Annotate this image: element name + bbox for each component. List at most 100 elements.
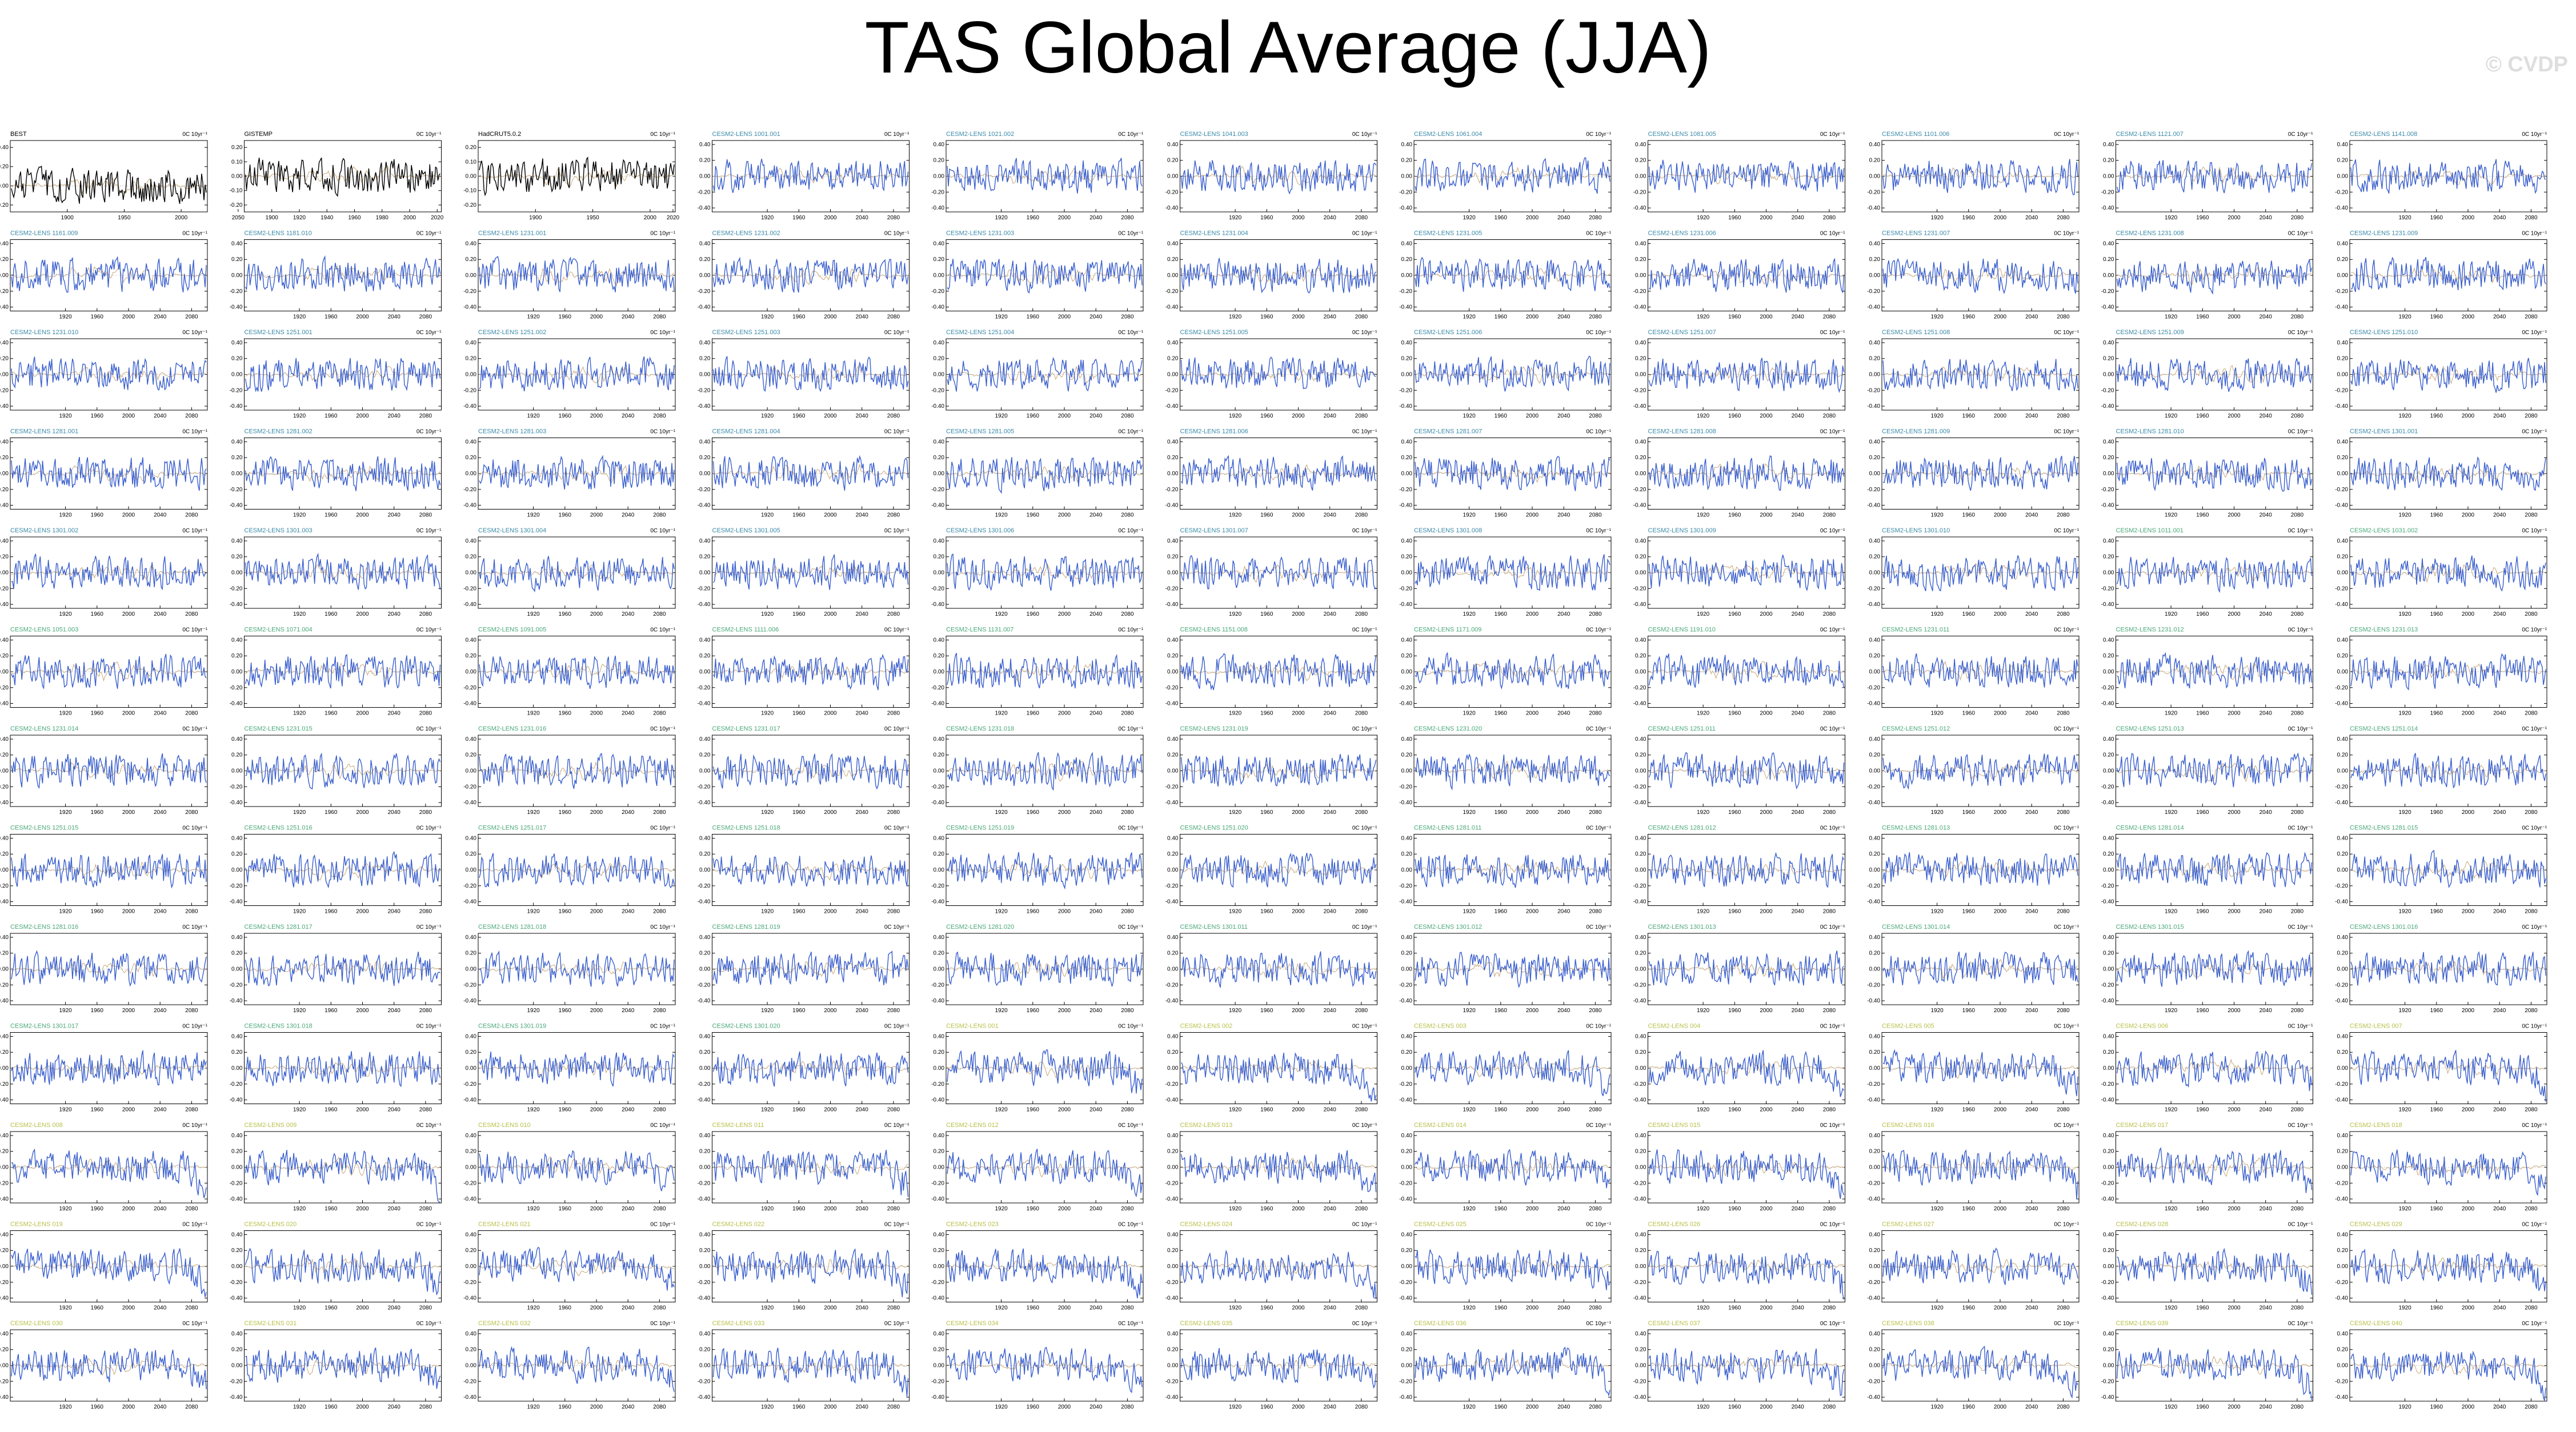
y-tick-label: -0.40	[1867, 403, 1880, 410]
x-tick-label: 1960	[1495, 909, 1508, 915]
y-tick-label: 0.00	[2103, 471, 2114, 477]
x-tick-label: 1960	[1962, 611, 1976, 617]
x-tick-label: 2040	[1089, 512, 1103, 519]
y-tick-label: 0.00	[466, 867, 477, 873]
ensemble-mean-line	[947, 266, 1143, 283]
y-tick-label: 0.20	[1401, 653, 1413, 659]
x-tick-label: 1960	[1962, 512, 1976, 519]
y-tick-label: 0.40	[934, 835, 945, 841]
panel-title: CESM2-LENS 1251.015	[10, 825, 78, 832]
chart-panel: CESM2-LENS 037 0C 10yr⁻¹0.400.200.00-0.20…	[1633, 1320, 1845, 1410]
y-tick-label: 0.20	[1401, 455, 1413, 461]
y-tick-label: -0.40	[463, 1394, 476, 1401]
x-tick-label: 2000	[2228, 413, 2241, 419]
x-tick-label: 2020	[431, 215, 444, 221]
y-tick-label: 0.00	[2337, 768, 2349, 775]
units-label: 0C 10yr⁻¹	[1118, 330, 1143, 336]
x-tick-label: 1920	[293, 1107, 306, 1113]
units-label: 0C 10yr⁻¹	[2522, 627, 2547, 633]
y-tick-label: -0.40	[1633, 1097, 1646, 1104]
x-tick-label: 2040	[1324, 512, 1337, 519]
x-tick-label: 2080	[419, 809, 432, 816]
y-tick-label: 0.20	[2103, 1049, 2114, 1056]
y-tick-label: 0.00	[231, 372, 243, 378]
chart-panel: CESM2-LENS 014 0C 10yr⁻¹0.400.200.00-0.20…	[1399, 1122, 1611, 1212]
x-tick-label: 2080	[1589, 711, 1602, 717]
x-tick-label: 2000	[2228, 314, 2241, 320]
y-tick-label: -0.20	[463, 685, 476, 691]
units-label: 0C 10yr⁻¹	[1118, 1122, 1143, 1129]
y-tick-label: 0.40	[1167, 736, 1179, 743]
y-tick-label: -0.20	[1165, 585, 1179, 592]
x-tick-label: 2040	[2493, 314, 2506, 320]
x-tick-label: 2080	[653, 909, 666, 915]
chart-panel: CESM2-LENS 017 0C 10yr⁻¹0.400.200.00-0.20…	[2101, 1122, 2313, 1212]
x-tick-label: 1960	[324, 1206, 338, 1212]
y-tick-label: 0.20	[2337, 1049, 2349, 1056]
panel-title: CESM2-LENS 015	[1648, 1122, 1701, 1129]
x-tick-label: 1960	[1728, 909, 1741, 915]
y-tick-label: 0.00	[699, 1363, 711, 1369]
y-tick-label: -0.40	[1633, 1196, 1646, 1202]
y-tick-label: -0.20	[230, 585, 243, 592]
y-tick-label: -0.20	[1165, 1279, 1179, 1286]
panel-title: CESM2-LENS 1111.006	[712, 627, 779, 633]
y-tick-label: 0.40	[1401, 1331, 1413, 1337]
units-label: 0C 10yr⁻¹	[884, 825, 910, 832]
x-tick-label: 1920	[527, 1206, 540, 1212]
chart-panel: CESM2-LENS 1251.009 0C 10yr⁻¹0.400.200.00…	[2101, 329, 2313, 419]
units-label: 0C 10yr⁻¹	[1820, 330, 1845, 336]
y-tick-label: -0.40	[1165, 1394, 1179, 1401]
y-tick-label: 0.20	[2337, 455, 2349, 461]
series-line	[245, 951, 440, 986]
y-tick-label: -0.20	[1633, 1378, 1646, 1385]
y-tick-label: 0.00	[699, 272, 711, 279]
y-tick-label: 0.20	[1869, 950, 1881, 957]
y-tick-label: -0.20	[2335, 487, 2348, 493]
y-tick-label: -0.40	[1867, 800, 1880, 806]
y-tick-label: -0.40	[463, 701, 476, 707]
x-tick-label: 2000	[1760, 611, 1773, 617]
series-line	[2116, 160, 2313, 194]
x-tick-label: 2040	[1324, 413, 1337, 419]
x-tick-label: 1960	[324, 1404, 338, 1410]
x-tick-label: 1960	[91, 809, 104, 816]
x-tick-label: 2000	[2228, 512, 2241, 519]
x-tick-label: 2040	[154, 1404, 167, 1410]
x-tick-label: 1960	[1027, 314, 1040, 320]
x-tick-label: 2080	[1589, 1404, 1602, 1410]
y-tick-label: 0.00	[2337, 966, 2349, 973]
series-line	[1882, 952, 2078, 985]
y-tick-label: -0.20	[2335, 1180, 2348, 1186]
x-tick-label: 2000	[1526, 711, 1539, 717]
x-tick-label: 1960	[2430, 1107, 2443, 1113]
chart-panel: CESM2-LENS 038 0C 10yr⁻¹0.400.200.00-0.20…	[1867, 1320, 2079, 1410]
x-tick-label: 2080	[1121, 1008, 1134, 1014]
y-tick-label: 0.00	[1167, 867, 1179, 873]
y-tick-label: 0.00	[1635, 1263, 1646, 1270]
y-tick-label: 0.40	[1635, 340, 1646, 346]
y-tick-label: 0.20	[934, 851, 945, 857]
y-tick-label: 0.00	[1635, 1363, 1646, 1369]
y-tick-label: 0.00	[231, 669, 243, 675]
panel-title: CESM2-LENS 006	[2116, 1023, 2169, 1030]
x-tick-label: 2080	[185, 512, 198, 519]
x-tick-label: 2040	[154, 1305, 167, 1311]
x-tick-label: 1920	[59, 512, 72, 519]
x-tick-label: 2000	[824, 1107, 837, 1113]
x-tick-label: 2000	[1526, 909, 1539, 915]
y-tick-label: 0.40	[1635, 538, 1646, 544]
y-tick-label: 0.40	[1635, 142, 1646, 148]
panel-title: CESM2-LENS 003	[1414, 1023, 1467, 1030]
y-tick-label: 0.40	[1401, 538, 1413, 544]
panel-title: CESM2-LENS 1281.010	[2116, 428, 2184, 435]
y-tick-label: 0.00	[699, 867, 711, 873]
x-tick-label: 2040	[1792, 1107, 1805, 1113]
x-tick-label: 2040	[2259, 711, 2273, 717]
y-tick-label: -0.20	[1165, 685, 1179, 691]
x-tick-label: 1960	[1962, 909, 1976, 915]
chart-panel: CESM2-LENS 1131.007 0C 10yr⁻¹0.400.200.00…	[931, 627, 1143, 717]
y-tick-label: 0.20	[466, 1149, 477, 1155]
y-tick-label: 0.40	[1401, 1232, 1413, 1238]
chart-panel: CESM2-LENS 1251.006 0C 10yr⁻¹0.400.200.00…	[1399, 329, 1611, 419]
